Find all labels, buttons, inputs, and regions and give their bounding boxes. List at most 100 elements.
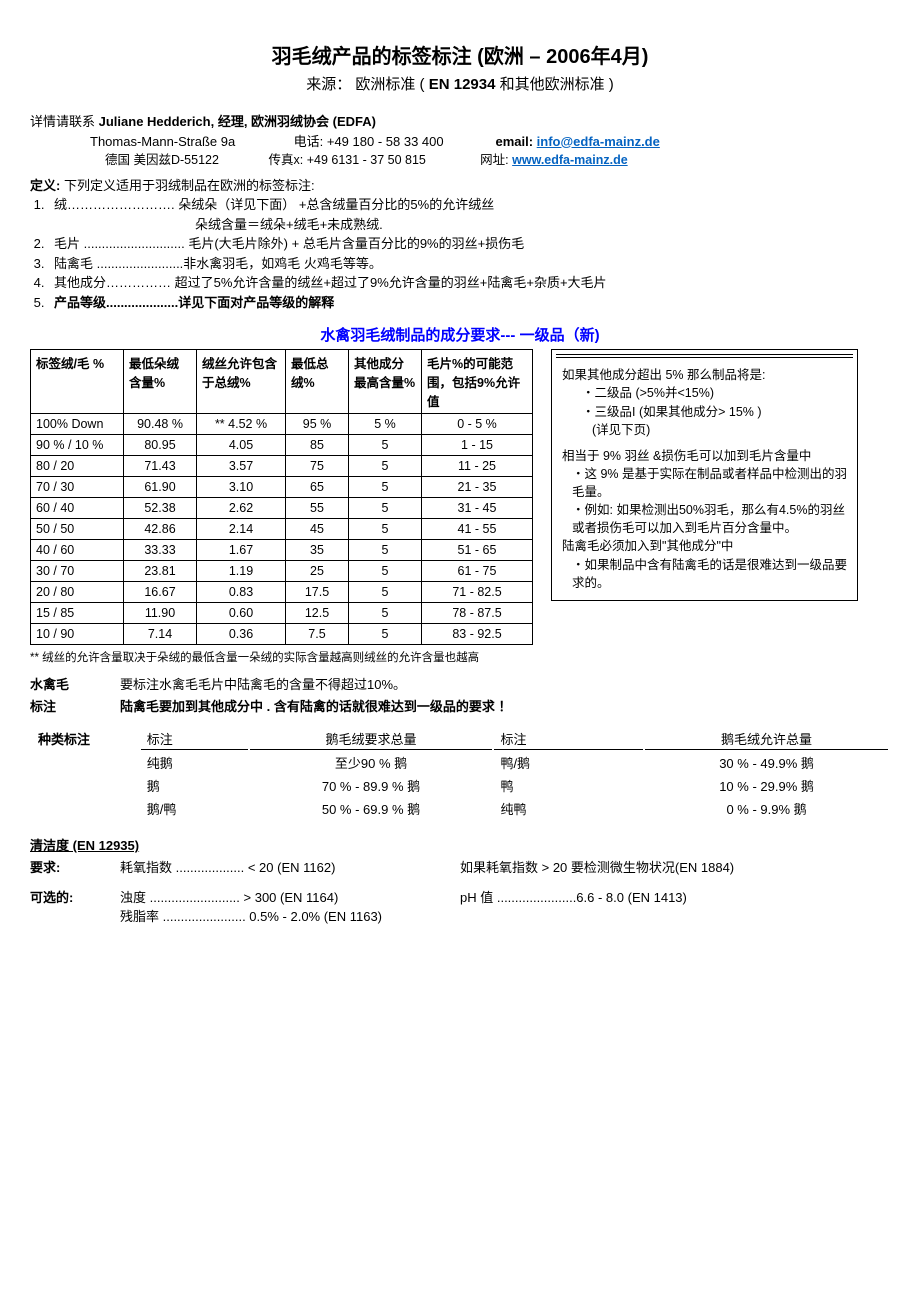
table-cell: 5 <box>349 477 422 498</box>
table-cell: 7.5 <box>286 624 349 645</box>
note-l2: ・二级品 (>5%并<15%) <box>582 384 847 402</box>
clean-req-c2: 如果耗氧指数 > 20 要检测微生物状况(EN 1884) <box>460 858 890 878</box>
table-cell: 61 - 75 <box>422 561 533 582</box>
table-cell: 3.10 <box>197 477 286 498</box>
def-item-4: 4.其他成分…………… 超过了5%允许含量的绒丝+超过了9%允许含量的羽丝+陆禽… <box>30 273 890 293</box>
species-cell: 鸭/鹅 <box>494 752 643 773</box>
table-cell: 65 <box>286 477 349 498</box>
table-cell: 25 <box>286 561 349 582</box>
waterfowl-row1: 水禽毛 要标注水禽毛毛片中陆禽毛的含量不得超过10%。 <box>30 675 890 695</box>
def-item-1-extra: 朵绒含量＝绒朵+绒毛+未成熟绒. <box>195 215 890 235</box>
table-cell: 1.19 <box>197 561 286 582</box>
table-cell: 31 - 45 <box>422 498 533 519</box>
email-link[interactable]: info@edfa-mainz.de <box>537 134 660 149</box>
table-cell: 90.48 % <box>124 414 197 435</box>
table-cell: 42.86 <box>124 519 197 540</box>
table-cell: 51 - 65 <box>422 540 533 561</box>
def-text-3: 陆禽毛 ........................非水禽羽毛，如鸡毛 火鸡… <box>54 254 382 274</box>
table-cell: 55 <box>286 498 349 519</box>
contact-line1: 详情请联系 Juliane Hedderich, 经理, 欧洲羽绒协会 (EDF… <box>30 112 890 132</box>
species-header-cell: 鹅毛绒要求总量 <box>250 728 493 750</box>
table-header: 标签绒/毛 % <box>31 350 124 414</box>
table-cell: 5 <box>349 540 422 561</box>
def-item-3: 3.陆禽毛 ........................非水禽羽毛，如鸡毛 … <box>30 254 890 274</box>
page-title: 羽毛绒产品的标签标注 (欧洲 – 2006年4月) <box>30 40 890 69</box>
def-text-4: 其他成分…………… 超过了5%允许含量的绒丝+超过了9%允许含量的羽丝+陆禽毛+… <box>54 273 607 293</box>
table-cell: 60 / 40 <box>31 498 124 519</box>
table-cell: 0.83 <box>197 582 286 603</box>
table-cell: 16.67 <box>124 582 197 603</box>
table-cell: 85 <box>286 435 349 456</box>
note-box: 如果其他成分超出 5% 那么制品将是: ・二级品 (>5%并<15%) ・三级品… <box>551 349 858 601</box>
table-cell: ** 4.52 % <box>197 414 286 435</box>
waterfowl-row2: 标注 陆禽毛要加到其他成分中 . 含有陆禽的话就很难达到一级品的要求 ！ <box>30 697 890 717</box>
web-link[interactable]: www.edfa-mainz.de <box>512 153 628 167</box>
table-cell: 78 - 87.5 <box>422 603 533 624</box>
subtitle-suffix: 和其他欧洲标准 ) <box>495 76 613 93</box>
species-cell: 70 % - 89.9 % 鹅 <box>250 775 493 796</box>
species-cell: 10 % - 29.9% 鹅 <box>645 775 888 796</box>
species-cell: 50 % - 69.9 % 鹅 <box>250 798 493 819</box>
table-cell: 52.38 <box>124 498 197 519</box>
species-cell: 0 % - 9.9% 鹅 <box>645 798 888 819</box>
table-header: 绒丝允许包含于总绒% <box>197 350 286 414</box>
table-cell: 83 - 92.5 <box>422 624 533 645</box>
table-cell: 0.60 <box>197 603 286 624</box>
table-cell: 71 - 82.5 <box>422 582 533 603</box>
clean-req-label: 要求: <box>30 858 120 878</box>
table-cell: 2.62 <box>197 498 286 519</box>
table-cell: 5 <box>349 435 422 456</box>
table-cell: 23.81 <box>124 561 197 582</box>
table-cell: 5 <box>349 498 422 519</box>
clean-opt-c1b: 残脂率 ....................... 0.5% - 2.0% … <box>120 907 460 927</box>
table-cell: 20 / 80 <box>31 582 124 603</box>
table-cell: 71.43 <box>124 456 197 477</box>
table-cell: 12.5 <box>286 603 349 624</box>
contact-fax: +49 6131 - 37 50 815 <box>307 151 477 170</box>
species-cell: 至少90 % 鹅 <box>250 752 493 773</box>
table-cell: 5 <box>349 582 422 603</box>
table-cell: 30 / 70 <box>31 561 124 582</box>
contact-phone: +49 180 - 58 33 400 <box>327 132 492 152</box>
note-l1: 如果其他成分超出 5% 那么制品将是: <box>562 366 847 384</box>
phone-label: 电话: <box>294 134 327 149</box>
note-l9: ・如果制品中含有陆禽毛的话是很难达到一级品要求的。 <box>572 556 847 592</box>
table-cell: 35 <box>286 540 349 561</box>
table-cell: 3.57 <box>197 456 286 477</box>
clean-opt-c2: pH 值 ......................6.6 - 8.0 (EN… <box>460 888 890 908</box>
contact-line2: Thomas-Mann-Straße 9a 电话: +49 180 - 58 3… <box>90 132 890 152</box>
cleanliness-title: 清洁度 (EN 12935) <box>30 835 890 854</box>
clean-opt-c2-spacer <box>460 907 890 927</box>
table-header: 毛片%的可能范围，包括9%允许值 <box>422 350 533 414</box>
species-header-cell: 标注 <box>141 728 248 750</box>
table-cell: 5 <box>349 603 422 624</box>
table-cell: 0 - 5 % <box>422 414 533 435</box>
contact-person: Juliane Hedderich, 经理, 欧洲羽绒协会 (EDFA) <box>99 114 376 129</box>
table-cell: 21 - 35 <box>422 477 533 498</box>
table-cell: 45 <box>286 519 349 540</box>
table-cell: 10 / 90 <box>31 624 124 645</box>
species-header-cell: 鹅毛绒允许总量 <box>645 728 888 750</box>
species-cell: 纯鸭 <box>494 798 643 819</box>
table-header: 其他成分最高含量% <box>349 350 422 414</box>
section-title: 水禽羽毛绒制品的成分要求--- 一级品（新) <box>30 324 890 345</box>
waterfowl-label1: 水禽毛 <box>30 675 120 695</box>
table-cell: 80.95 <box>124 435 197 456</box>
table-header: 最低朵绒含量% <box>124 350 197 414</box>
def-text-2: 毛片 ............................ 毛片(大毛片除外… <box>54 234 524 254</box>
table-cell: 5 <box>349 456 422 477</box>
species-header-cell: 标注 <box>494 728 643 750</box>
table-cell: 5 % <box>349 414 422 435</box>
table-cell: 5 <box>349 519 422 540</box>
clean-opt-c1a: 浊度 ......................... > 300 (EN 1… <box>120 888 460 908</box>
table-cell: 100% Down <box>31 414 124 435</box>
note-l3: ・三级品I (如果其他成分> 15% ) <box>582 403 847 421</box>
clean-req-c1: 耗氧指数 ................... < 20 (EN 1162) <box>120 858 460 878</box>
waterfowl-text1: 要标注水禽毛毛片中陆禽毛的含量不得超过10%。 <box>120 675 890 695</box>
clean-opt-label: 可选的: <box>30 888 120 908</box>
table-cell: 11.90 <box>124 603 197 624</box>
table-cell: 15 / 85 <box>31 603 124 624</box>
table-cell: 75 <box>286 456 349 477</box>
table-cell: 1.67 <box>197 540 286 561</box>
contact-block: 详情请联系 Juliane Hedderich, 经理, 欧洲羽绒协会 (EDF… <box>30 112 890 170</box>
